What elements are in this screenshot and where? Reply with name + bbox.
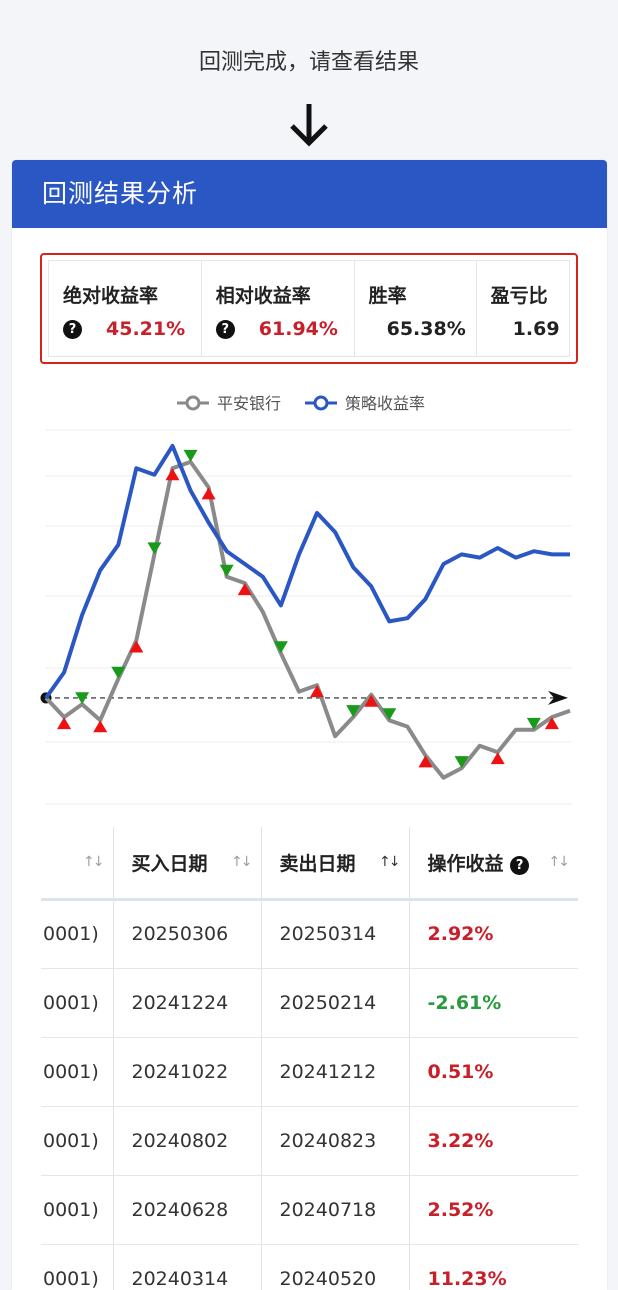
- sell-marker: [111, 666, 126, 679]
- stat-label: 胜率: [368, 285, 407, 307]
- buy-marker: [490, 752, 505, 765]
- table-row: 0001) 20250306 20250314 2.92%: [41, 899, 578, 969]
- table-row: 0001) 20241224 20250214 -2.61%: [41, 968, 578, 1038]
- result-card: 回测结果分析 绝对收益率 ? 45.21% 相对收益率 ? 61.94% 胜率: [12, 160, 607, 1290]
- stock-cell: 0001): [41, 1037, 114, 1107]
- buy-marker: [57, 717, 72, 730]
- stat-label: 相对收益率: [215, 285, 311, 307]
- buy-date-cell: 20241022: [113, 1037, 262, 1107]
- buy-date-cell: 20240628: [113, 1175, 262, 1245]
- buy-date-cell: 20240802: [113, 1106, 262, 1176]
- legend-label: 平安银行: [217, 394, 281, 413]
- table-row: 0001) 20240314 20240520 11.23%: [41, 1244, 578, 1290]
- buy-marker: [544, 717, 559, 730]
- stats-panel: 绝对收益率 ? 45.21% 相对收益率 ? 61.94% 胜率 65.38%: [40, 253, 578, 364]
- legend-marker: [313, 395, 329, 411]
- column-header-profit[interactable]: 操作收益 ? ↑↓: [409, 827, 578, 901]
- card-title: 回测结果分析: [12, 160, 607, 228]
- table-row: 0001) 20241022 20241212 0.51%: [41, 1037, 578, 1107]
- stock-cell: 0001): [41, 899, 114, 969]
- stat-profit-loss-ratio: 盈亏比 1.69: [477, 261, 569, 356]
- sort-icon[interactable]: ↑↓: [83, 854, 105, 870]
- stat-relative-return: 相对收益率 ? 61.94%: [202, 261, 355, 356]
- arrow-down-icon: [290, 104, 328, 147]
- profit-cell: 0.51%: [409, 1037, 578, 1107]
- sell-marker: [219, 564, 234, 577]
- buy-date-cell: 20250306: [113, 899, 262, 969]
- buy-date-cell: 20240314: [113, 1244, 262, 1290]
- stat-win-rate: 胜率 65.38%: [355, 261, 477, 356]
- baseline-arrow-icon: [548, 690, 568, 705]
- buy-date-cell: 20241224: [113, 968, 262, 1038]
- stock-cell: 0001): [41, 1175, 114, 1245]
- buy-marker: [364, 694, 379, 707]
- stat-value: 61.94%: [258, 318, 338, 340]
- sort-icon[interactable]: ↑↓: [548, 854, 571, 870]
- legend-label: 策略收益率: [345, 394, 425, 413]
- header-label: 卖出日期: [279, 852, 356, 875]
- sell-marker: [526, 717, 541, 730]
- sell-marker: [346, 705, 361, 718]
- table-header-row: ↑↓ 买入日期 ↑↓ 卖出日期 ↑↓ 操作收益 ? ↑↓: [41, 827, 578, 901]
- column-header-stock[interactable]: ↑↓: [41, 827, 114, 901]
- stat-value: 1.69: [512, 318, 560, 340]
- header-label: 操作收益: [427, 852, 504, 875]
- profit-cell: 11.23%: [409, 1244, 578, 1290]
- question-circle-icon[interactable]: ?: [510, 855, 530, 875]
- completion-message: 回测完成，请查看结果: [198, 50, 419, 75]
- stock-cell: 0001): [41, 968, 114, 1038]
- series-line-strategy: [44, 443, 570, 700]
- column-header-buy-date[interactable]: 买入日期 ↑↓: [113, 827, 262, 901]
- stat-absolute-return: 绝对收益率 ? 45.21%: [49, 261, 202, 356]
- profit-cell: -2.61%: [409, 968, 578, 1038]
- profit-cell: 2.92%: [409, 899, 578, 969]
- stat-value: 45.21%: [106, 318, 186, 340]
- buy-marker: [201, 487, 216, 500]
- sell-date-cell: 20250314: [261, 899, 410, 969]
- sell-date-cell: 20241212: [261, 1037, 410, 1107]
- backtest-chart: 平安银行 策略收益率: [40, 394, 572, 805]
- sell-marker: [454, 756, 469, 769]
- sell-date-cell: 20240718: [261, 1175, 410, 1245]
- sell-marker: [75, 692, 90, 705]
- sell-marker: [147, 542, 162, 555]
- trades-table: ↑↓ 买入日期 ↑↓ 卖出日期 ↑↓ 操作收益 ? ↑↓ 0001) 20250306 2…: [41, 827, 578, 1290]
- profit-cell: 3.22%: [409, 1106, 578, 1176]
- sort-icon[interactable]: ↑↓: [231, 854, 253, 870]
- buy-marker: [165, 468, 180, 481]
- buy-marker: [418, 755, 433, 768]
- question-circle-icon[interactable]: ?: [63, 319, 82, 339]
- sell-marker: [273, 641, 288, 654]
- sell-date-cell: 20240823: [261, 1106, 410, 1176]
- stat-value: 65.38%: [386, 318, 466, 340]
- sell-date-cell: 20250214: [261, 968, 410, 1038]
- buy-marker: [310, 685, 325, 698]
- legend-marker: [185, 395, 201, 411]
- table-row: 0001) 20240802 20240823 3.22%: [41, 1106, 578, 1176]
- stat-label: 盈亏比: [490, 285, 548, 307]
- stock-cell: 0001): [41, 1106, 114, 1176]
- sell-date-cell: 20240520: [261, 1244, 410, 1290]
- question-circle-icon[interactable]: ?: [215, 319, 235, 339]
- profit-cell: 2.52%: [409, 1175, 578, 1245]
- buy-marker: [93, 720, 108, 733]
- buy-marker: [237, 583, 252, 596]
- sell-marker: [382, 708, 397, 721]
- table-row: 0001) 20240628 20240718 2.52%: [41, 1175, 578, 1245]
- sort-icon[interactable]: ↑↓: [379, 854, 401, 870]
- stock-cell: 0001): [41, 1244, 114, 1290]
- header-label: 买入日期: [131, 852, 208, 875]
- series-line-stock: [44, 459, 571, 780]
- sell-marker: [183, 449, 198, 462]
- buy-marker: [129, 640, 144, 653]
- column-header-sell-date[interactable]: 卖出日期 ↑↓: [261, 827, 410, 901]
- stat-label: 绝对收益率: [63, 285, 159, 307]
